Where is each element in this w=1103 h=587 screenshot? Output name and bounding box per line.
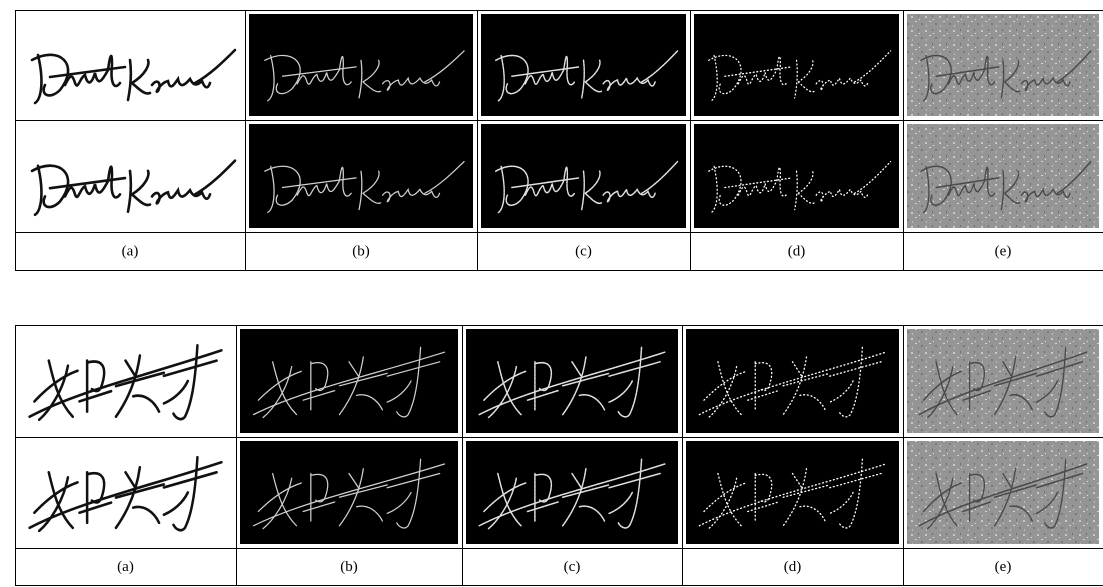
- caption-label: (d): [788, 243, 806, 259]
- caption-label: (b): [340, 559, 358, 575]
- figure-table: (a) (b) (c) (d) (e): [15, 325, 1103, 586]
- caption-label: (e): [995, 243, 1012, 259]
- signature-image-bg: [686, 441, 899, 544]
- caption-label: (d): [784, 559, 802, 575]
- figure: (a) (b) (c) (d) (e) (a) (b) (c) (d) (e): [0, 0, 1103, 587]
- figure-table: (a) (b) (c) (d) (e): [15, 10, 1103, 271]
- caption-label: (a): [122, 243, 139, 259]
- caption-label: (c): [564, 559, 581, 575]
- signature-image-bg: [686, 329, 899, 433]
- caption-label: (b): [352, 243, 370, 259]
- caption-label: (a): [117, 559, 134, 575]
- signature-image-bg: [240, 329, 458, 433]
- figure-layer: (a) (b) (c) (d) (e) (a) (b) (c) (d) (e): [15, 10, 1103, 586]
- caption-label: (c): [575, 243, 592, 259]
- caption-label: (e): [995, 559, 1012, 575]
- signature-image-bg: [240, 441, 458, 544]
